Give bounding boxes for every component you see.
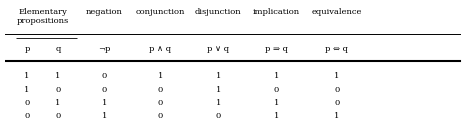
Text: q: q xyxy=(55,45,61,53)
Text: 0: 0 xyxy=(158,113,163,121)
Text: 1: 1 xyxy=(102,113,107,121)
Text: 1: 1 xyxy=(24,86,30,94)
Text: 1: 1 xyxy=(334,113,339,121)
Text: p ⇒ q: p ⇒ q xyxy=(265,45,288,53)
Text: p ⇔ q: p ⇔ q xyxy=(325,45,348,53)
Text: 0: 0 xyxy=(158,99,163,107)
Text: 1: 1 xyxy=(334,73,339,81)
Text: 1: 1 xyxy=(55,99,61,107)
Text: 1: 1 xyxy=(216,73,221,81)
Text: negation: negation xyxy=(86,8,123,16)
Text: 0: 0 xyxy=(55,113,61,121)
Text: p ∧ q: p ∧ q xyxy=(149,45,172,53)
Text: 0: 0 xyxy=(334,86,339,94)
Text: 1: 1 xyxy=(274,113,279,121)
Text: 0: 0 xyxy=(102,73,107,81)
Text: 1: 1 xyxy=(216,86,221,94)
Text: 0: 0 xyxy=(216,113,221,121)
Text: p ∨ q: p ∨ q xyxy=(207,45,229,53)
Text: p: p xyxy=(24,45,30,53)
Text: implication: implication xyxy=(253,8,300,16)
Text: conjunction: conjunction xyxy=(136,8,185,16)
Text: 0: 0 xyxy=(25,113,30,121)
Text: 1: 1 xyxy=(158,73,163,81)
Text: ¬p: ¬p xyxy=(99,45,111,53)
Text: 0: 0 xyxy=(158,86,163,94)
Text: 0: 0 xyxy=(55,86,61,94)
Text: 1: 1 xyxy=(274,73,279,81)
Text: 0: 0 xyxy=(102,86,107,94)
Text: Elementary
propositions: Elementary propositions xyxy=(17,8,69,25)
Text: 1: 1 xyxy=(216,99,221,107)
Text: 1: 1 xyxy=(274,99,279,107)
Text: 0: 0 xyxy=(274,86,279,94)
Text: disjunction: disjunction xyxy=(195,8,242,16)
Text: 0: 0 xyxy=(334,99,339,107)
Text: 0: 0 xyxy=(25,99,30,107)
Text: 1: 1 xyxy=(55,73,61,81)
Text: equivalence: equivalence xyxy=(312,8,362,16)
Text: 1: 1 xyxy=(24,73,30,81)
Text: 1: 1 xyxy=(102,99,107,107)
